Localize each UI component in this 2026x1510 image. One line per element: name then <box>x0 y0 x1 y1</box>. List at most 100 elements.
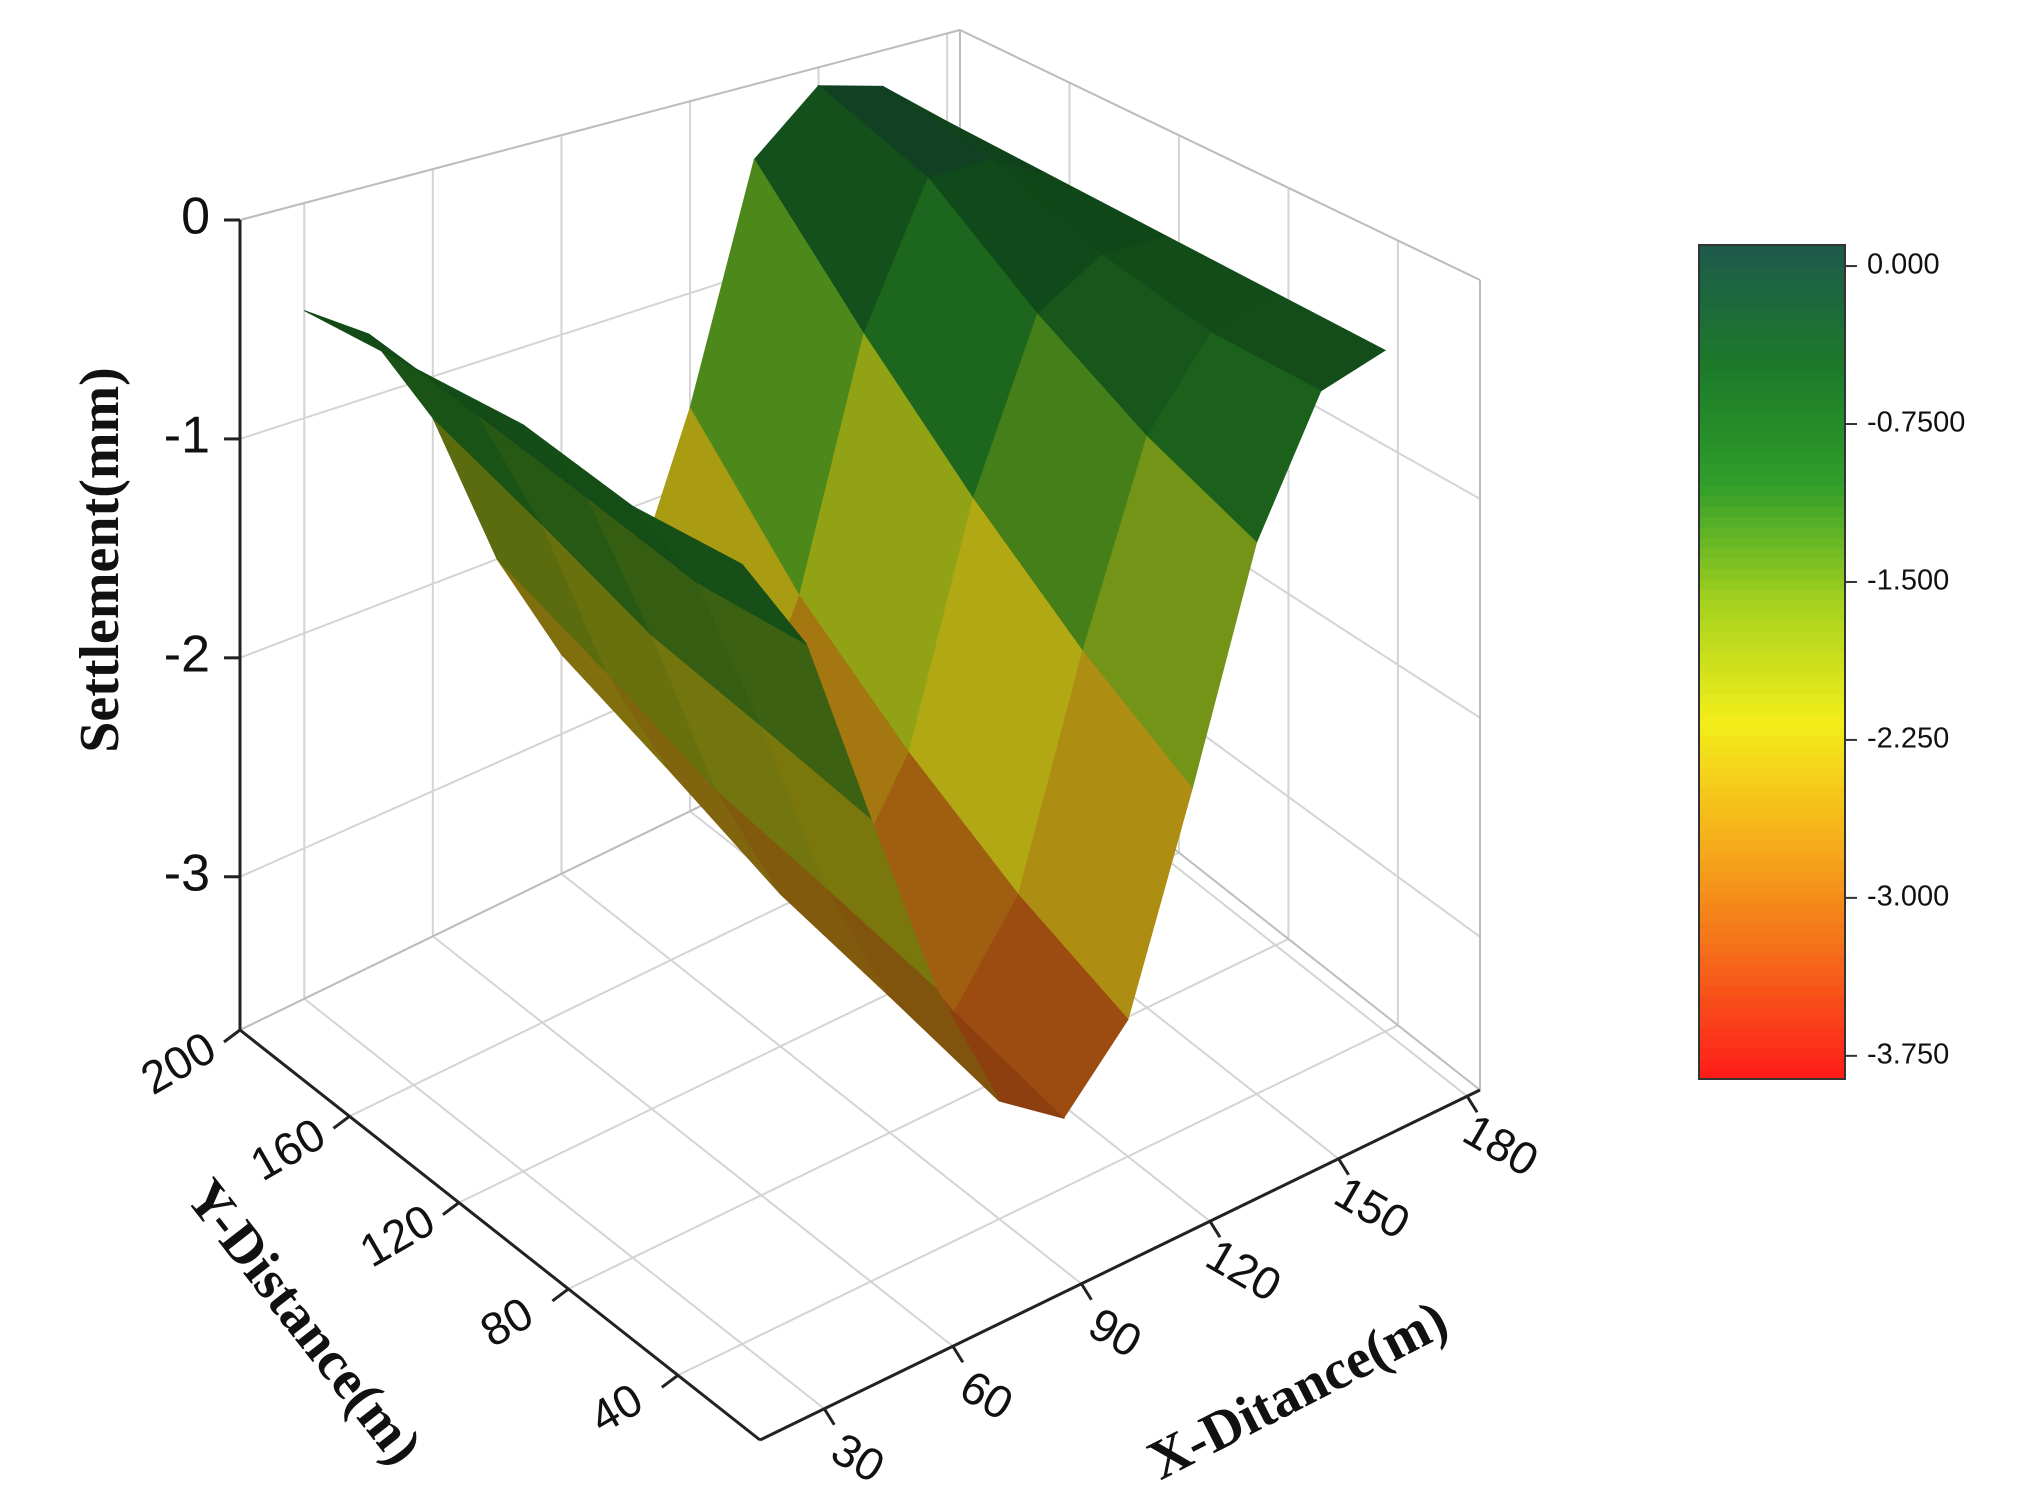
colorbar-strip <box>1699 985 1845 997</box>
colorbar-tick-label: -3.750 <box>1867 1038 1949 1070</box>
z-tick-label: -1 <box>164 407 210 465</box>
z-tick-label: -3 <box>164 844 210 902</box>
colorbar-strip <box>1699 641 1845 653</box>
colorbar-strip <box>1699 380 1845 392</box>
colorbar-strip <box>1699 255 1845 267</box>
colorbar-strip <box>1699 745 1845 757</box>
colorbar-strip <box>1699 568 1845 580</box>
colorbar-strip <box>1699 1058 1845 1070</box>
colorbar-strip <box>1699 599 1845 611</box>
colorbar-strip <box>1699 724 1845 736</box>
y-tick-label: 160 <box>241 1107 333 1190</box>
colorbar-strip <box>1699 557 1845 569</box>
colorbar-strip <box>1699 839 1845 851</box>
surface-cell <box>632 505 807 645</box>
x-tick-label: 30 <box>823 1422 893 1493</box>
z-tick-label: -2 <box>164 626 210 684</box>
z-tick-label: 0 <box>181 188 210 246</box>
colorbar-strip <box>1699 349 1845 361</box>
colorbar-strip <box>1699 818 1845 830</box>
colorbar-strip <box>1699 328 1845 340</box>
colorbar-strip <box>1699 432 1845 444</box>
colorbar-strip <box>1699 359 1845 371</box>
colorbar-strip <box>1699 286 1845 298</box>
colorbar-strip <box>1699 943 1845 955</box>
colorbar-strip <box>1699 609 1845 622</box>
x-tick-label: 150 <box>1326 1166 1418 1249</box>
x-tick-label: 90 <box>1080 1297 1150 1368</box>
colorbar: 0.000 -0.7500 -1.500 -2.250 -3.000 -3.750 <box>1698 244 1965 1080</box>
colorbar-strip <box>1699 401 1845 413</box>
colorbar-strip <box>1699 714 1845 726</box>
x-tick-label: 60 <box>952 1360 1022 1431</box>
colorbar-strip <box>1699 703 1845 715</box>
colorbar-strip <box>1699 693 1845 705</box>
grid-line <box>303 997 825 1410</box>
colorbar-strip <box>1699 390 1845 403</box>
colorbar-strip <box>1699 338 1845 351</box>
colorbar-strip <box>1699 453 1845 465</box>
colorbar-strip <box>1699 870 1845 882</box>
colorbar-strip <box>1699 797 1845 809</box>
colorbar-strip <box>1699 912 1845 924</box>
x-tick-label: 180 <box>1455 1103 1547 1186</box>
colorbar-strip <box>1699 265 1845 278</box>
colorbar-strip <box>1699 422 1845 434</box>
colorbar-strip <box>1699 901 1845 913</box>
y-tick <box>332 1115 351 1130</box>
colorbar-strip <box>1699 776 1845 788</box>
colorbar-strip <box>1699 682 1845 695</box>
colorbar-strip <box>1699 620 1845 632</box>
colorbar-strip <box>1699 766 1845 778</box>
colorbar-strip <box>1699 734 1845 747</box>
y-tick <box>551 1287 570 1303</box>
y-tick <box>442 1201 460 1216</box>
colorbar-strip <box>1699 526 1845 538</box>
y-tick <box>660 1374 679 1389</box>
colorbar-strip <box>1699 297 1845 309</box>
colorbar-strip <box>1699 1006 1845 1018</box>
grid-line <box>432 935 954 1348</box>
y-tick-label: 80 <box>471 1286 541 1357</box>
x-tick-label: 120 <box>1198 1228 1290 1311</box>
colorbar-tick-label: -2.250 <box>1867 723 1949 755</box>
grid-line <box>567 938 1289 1290</box>
colorbar-strip <box>1699 922 1845 934</box>
x-tick <box>823 1407 836 1426</box>
colorbar-strip <box>1699 974 1845 986</box>
y-axis-line <box>239 1028 761 1442</box>
x-tick <box>1337 1157 1350 1176</box>
colorbar-tick-label: -3.000 <box>1867 881 1949 913</box>
colorbar-tick-label: -0.7500 <box>1867 407 1965 439</box>
colorbar-strip <box>1699 1026 1845 1039</box>
box-edge <box>239 29 961 221</box>
y-tick-label: 120 <box>351 1194 443 1277</box>
box-edge <box>959 29 1481 281</box>
colorbar-strip <box>1699 505 1845 517</box>
colorbar-strip <box>1699 891 1845 903</box>
colorbar-strip <box>1699 411 1845 424</box>
colorbar-strip <box>1699 317 1845 330</box>
colorbar-strip <box>1699 828 1845 841</box>
x-tick <box>1080 1282 1093 1301</box>
grid-line <box>560 872 1083 1285</box>
colorbar-frame <box>1698 244 1846 1080</box>
x-tick <box>1208 1220 1222 1239</box>
colorbar-strip <box>1699 443 1845 455</box>
colorbar-strip <box>1699 474 1845 486</box>
colorbar-strip <box>1699 995 1845 1007</box>
y-tick <box>223 1028 241 1044</box>
grid-line <box>677 1024 1399 1377</box>
colorbar-strip <box>1699 547 1845 559</box>
colorbar-strip <box>1699 484 1845 496</box>
colorbar-strip <box>1699 880 1845 893</box>
x-tick <box>1465 1095 1479 1114</box>
colorbar-strip <box>1699 755 1845 768</box>
colorbar-strip <box>1699 849 1845 861</box>
colorbar-strip <box>1699 860 1845 872</box>
colorbar-strip <box>1699 1016 1845 1028</box>
colorbar-strip <box>1699 495 1845 507</box>
colorbar-strip <box>1699 578 1845 590</box>
colorbar-strip <box>1699 1068 1845 1080</box>
colorbar-tick-label: -1.500 <box>1867 565 1949 597</box>
